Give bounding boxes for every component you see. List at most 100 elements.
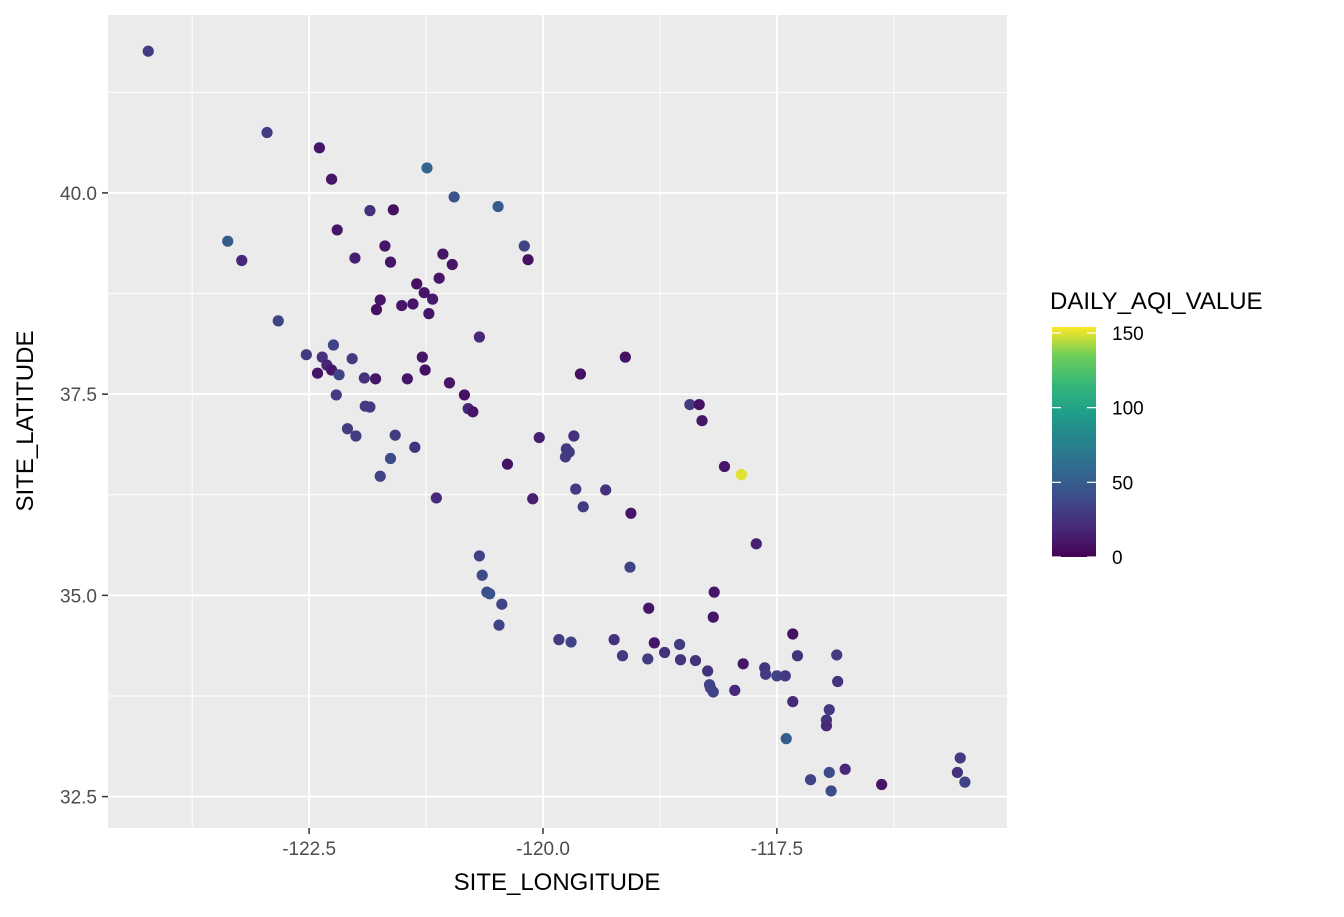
data-point — [325, 173, 338, 185]
data-point — [379, 240, 391, 252]
data-point — [346, 353, 358, 365]
data-point — [737, 658, 749, 670]
x-axis-ticks: -122.5 -120.0 -117.5 — [282, 828, 803, 860]
data-point — [533, 431, 545, 444]
legend-tick-label: 0 — [1112, 548, 1123, 569]
data-point — [437, 248, 449, 260]
data-point — [501, 458, 514, 470]
data-point — [236, 254, 248, 267]
plot-panel — [108, 15, 1007, 828]
y-tick-label: 32.5 — [60, 788, 97, 809]
data-point — [448, 191, 460, 203]
data-point — [820, 720, 833, 732]
legend-tick-label: 150 — [1112, 324, 1144, 345]
data-point — [568, 430, 580, 442]
data-point — [433, 272, 445, 284]
data-point — [600, 484, 612, 496]
data-point — [608, 634, 620, 646]
data-point — [522, 254, 534, 266]
data-point — [825, 785, 837, 797]
data-point — [570, 483, 582, 495]
data-point — [707, 686, 719, 698]
data-point — [624, 561, 636, 573]
data-point — [473, 550, 485, 562]
data-point — [430, 492, 442, 504]
data-point — [689, 654, 702, 667]
legend-ticks: 0 50 100 150 — [1052, 324, 1144, 569]
data-point — [311, 367, 324, 379]
data-point — [708, 586, 720, 598]
data-point — [559, 451, 572, 463]
data-point — [760, 668, 772, 680]
data-point — [577, 501, 589, 513]
data-point — [787, 696, 799, 708]
data-point — [458, 389, 471, 401]
data-point — [364, 205, 376, 217]
data-point — [396, 299, 408, 312]
data-point — [648, 637, 660, 649]
data-point — [407, 298, 419, 310]
data-point — [401, 373, 413, 385]
data-point — [476, 569, 488, 581]
data-point — [421, 162, 433, 174]
data-point — [416, 351, 428, 363]
data-point — [427, 293, 439, 305]
data-point — [693, 398, 705, 411]
data-point — [384, 452, 397, 465]
data-point — [625, 507, 637, 519]
data-point — [418, 287, 430, 299]
data-point — [787, 628, 799, 640]
data-point — [823, 704, 835, 716]
x-tick-label: -122.5 — [282, 839, 336, 860]
data-point — [142, 45, 154, 57]
data-point — [484, 588, 496, 600]
data-point — [779, 670, 791, 682]
data-point — [261, 126, 273, 139]
y-tick-label: 40.0 — [60, 184, 97, 205]
data-point — [780, 733, 792, 745]
data-point — [527, 493, 539, 505]
legend: DAILY_AQI_VALUE 0 50 100 150 — [1050, 288, 1263, 569]
data-point — [272, 315, 284, 327]
x-tick-label: -120.0 — [516, 839, 570, 860]
data-point — [341, 423, 354, 435]
data-point — [839, 763, 851, 775]
y-tick-label: 37.5 — [60, 385, 97, 406]
data-point — [518, 240, 530, 252]
y-axis-title: SITE_LATITUDE — [12, 331, 39, 512]
data-point — [876, 778, 888, 791]
data-point — [951, 766, 964, 779]
data-point — [718, 460, 731, 473]
data-point — [574, 368, 587, 380]
data-point — [673, 638, 686, 651]
legend-tick-label: 100 — [1112, 399, 1144, 420]
data-point — [384, 256, 397, 268]
data-point — [467, 406, 479, 418]
data-point — [616, 650, 629, 662]
data-point — [642, 653, 654, 665]
data-point — [954, 752, 966, 764]
data-point — [300, 349, 312, 361]
data-point — [333, 369, 345, 381]
data-point — [411, 278, 423, 290]
legend-tick-label: 50 — [1112, 473, 1133, 494]
data-point — [313, 142, 326, 154]
data-point — [771, 670, 783, 682]
data-point — [702, 665, 714, 677]
data-point — [493, 619, 505, 631]
legend-title: DAILY_AQI_VALUE — [1050, 288, 1263, 315]
data-point — [707, 611, 719, 623]
data-point — [369, 373, 382, 385]
data-point — [349, 252, 361, 264]
data-point — [409, 441, 421, 453]
data-point — [959, 776, 971, 788]
data-points — [142, 45, 971, 797]
legend-colorbar — [1052, 327, 1096, 557]
data-point — [443, 377, 456, 389]
data-point — [222, 235, 234, 247]
y-axis-ticks: 32.5 35.0 37.5 40.0 — [60, 184, 108, 809]
data-point — [831, 649, 843, 661]
data-point — [823, 766, 835, 779]
data-point — [327, 339, 340, 351]
data-point — [553, 634, 565, 646]
